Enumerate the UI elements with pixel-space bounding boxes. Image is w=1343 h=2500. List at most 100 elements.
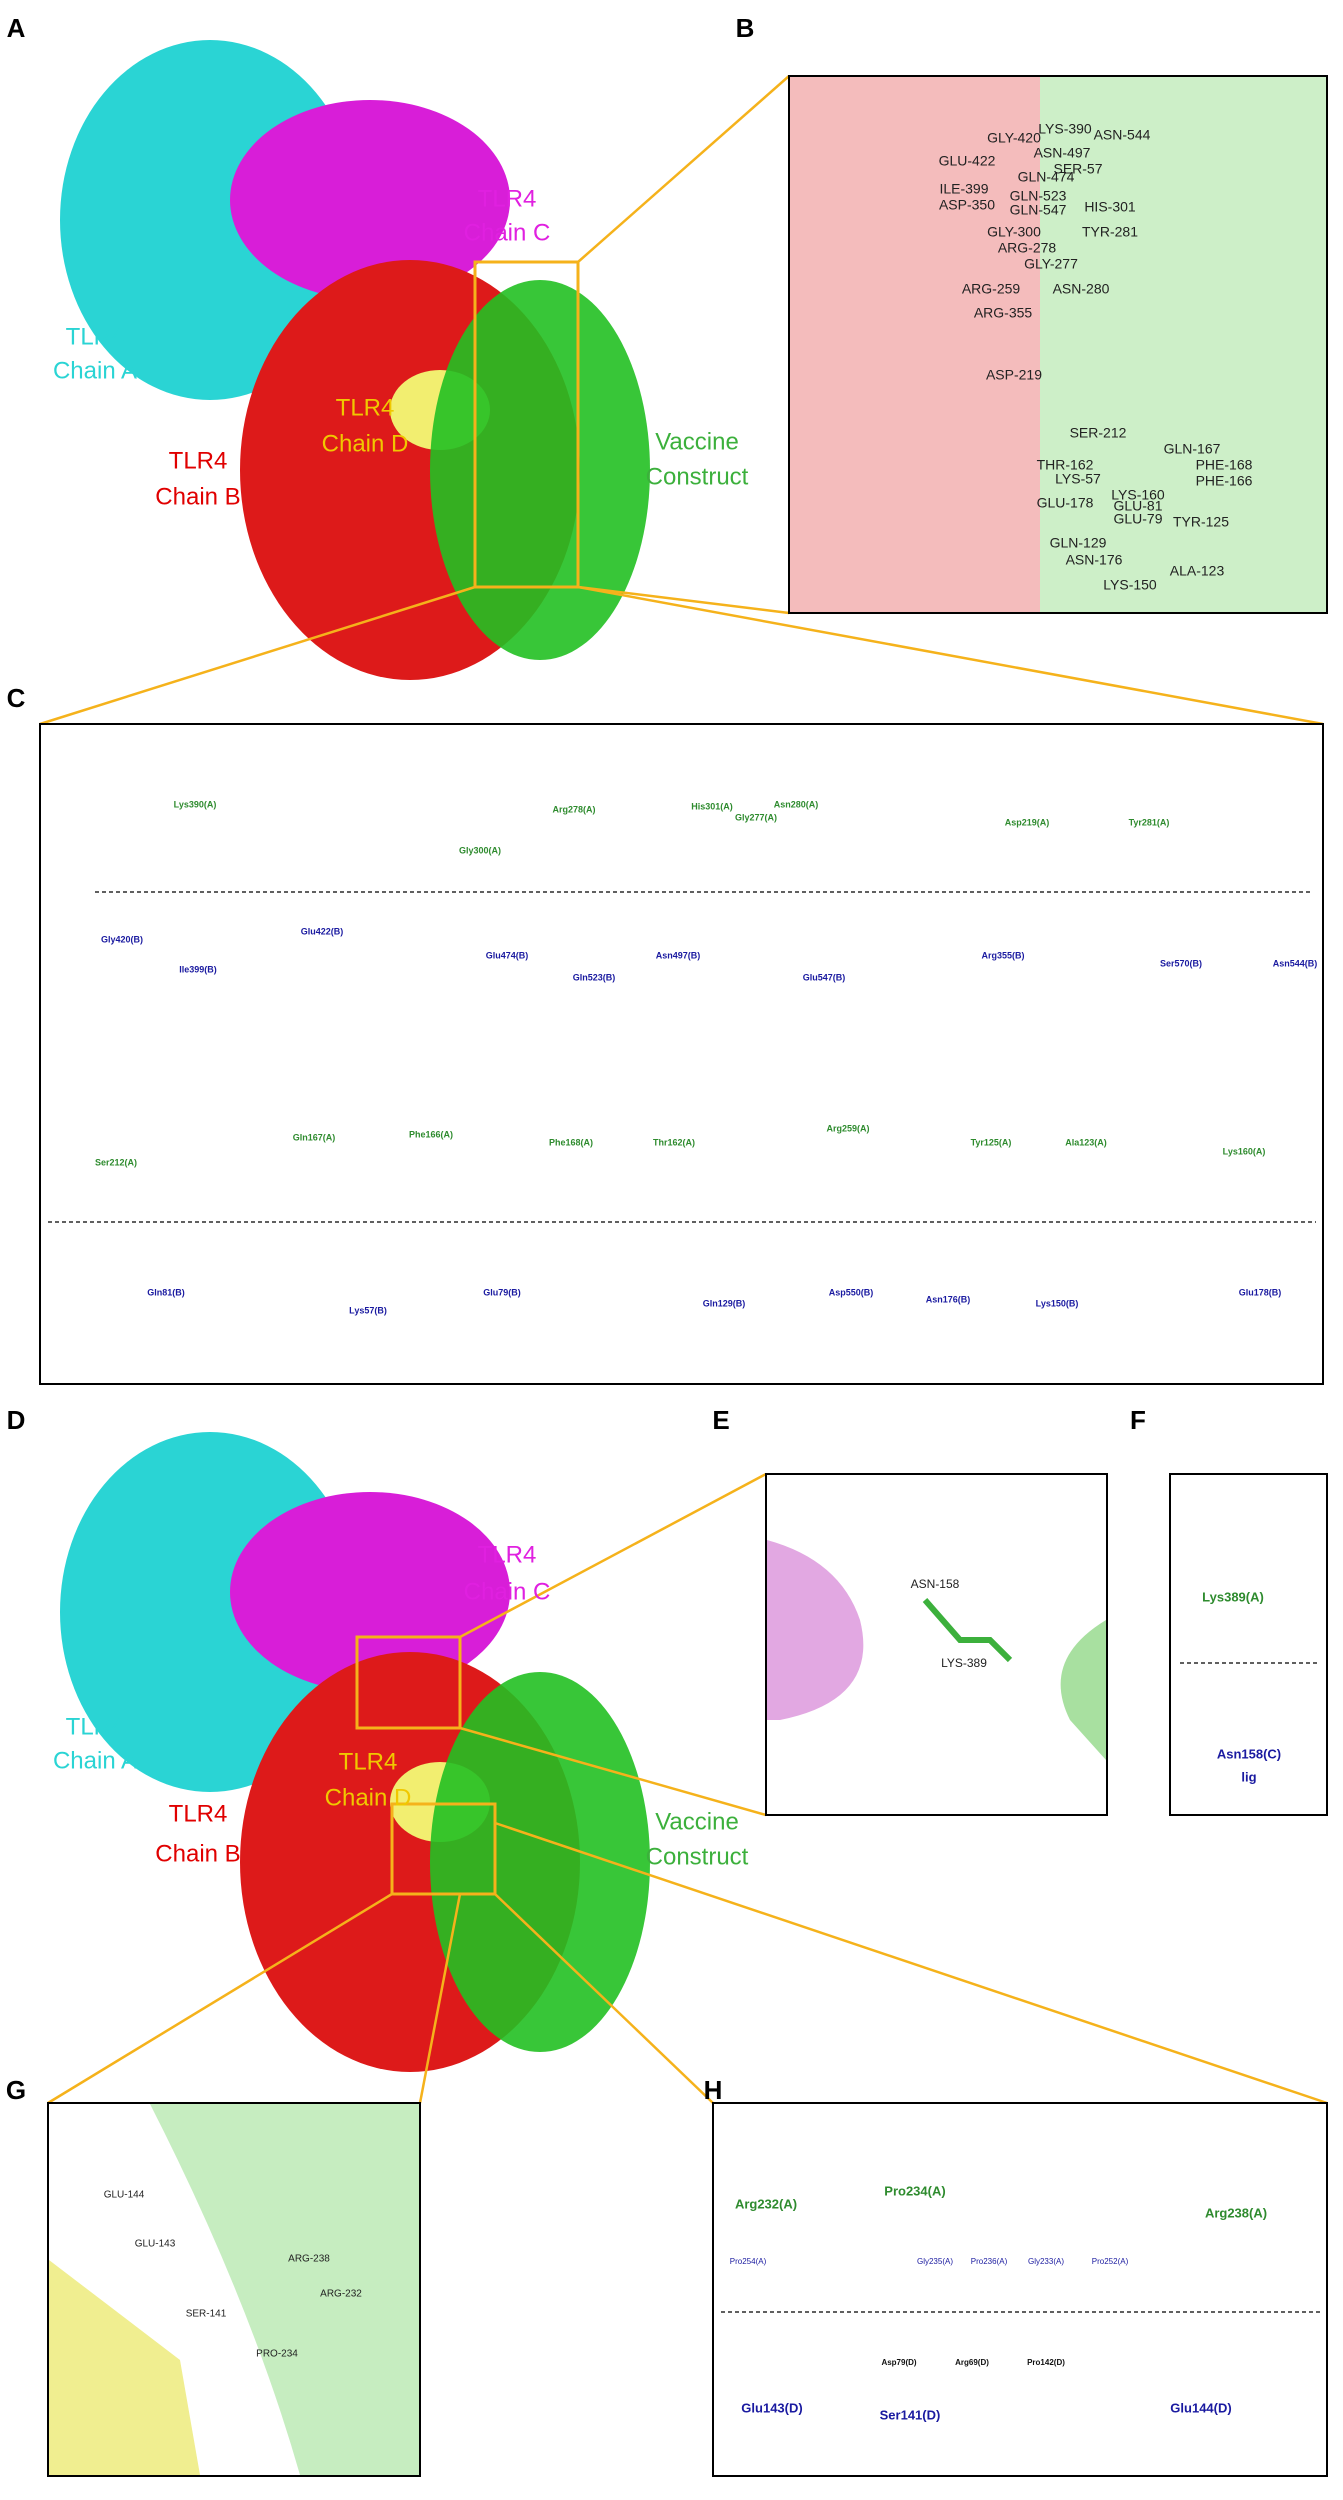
residue-label: Gly233(A) [1028,2257,1064,2266]
panel-letter: C [7,683,26,713]
residue-label: Chain D [322,430,409,457]
residue-label: Gly300(A) [459,845,501,855]
residue-label: GLY-300 [987,224,1041,240]
residue-label: Glu547(B) [803,972,846,982]
panel-letter: E [712,1405,729,1435]
residue-label: Arg278(A) [552,804,595,814]
residue-label: GLY-277 [1024,256,1078,272]
residue-label: HIS-301 [1084,199,1136,215]
residue-label: Asn280(A) [774,799,819,809]
residue-label: Vaccine [655,428,739,455]
panel-letter: H [704,2075,723,2105]
panel-h-frame [712,2102,1328,2477]
residue-label: GLN-523 [1010,188,1067,204]
residue-label: PRO-234 [256,2349,298,2360]
residue-label: GLN-167 [1164,441,1221,457]
structure-a [60,40,650,680]
residue-label: Tyr125(A) [971,1137,1012,1147]
residue-label: ASN-176 [1066,552,1123,568]
residue-label: THR-162 [1037,457,1094,473]
residue-label: LYS-150 [1103,577,1157,593]
residue-label: TLR4 [478,1541,537,1568]
residue-label: Chain A [53,357,137,384]
residue-label: Pro254(A) [730,2257,767,2266]
residue-label: Chain B [155,1840,240,1867]
panel-letter: F [1130,1405,1146,1435]
residue-label: TLR4 [478,185,537,212]
residue-label: ASP-350 [939,197,995,213]
residue-label: Arg355(B) [981,950,1024,960]
residue-label: ASN-544 [1094,127,1151,143]
residue-label: Glu144(D) [1170,2400,1231,2415]
residue-label: Lys390(A) [174,799,217,809]
residue-label: TYR-125 [1173,514,1229,530]
residue-label: LYS-160 [1111,487,1165,503]
residue-label: Ser570(B) [1160,958,1202,968]
residue-label: Asn158(C) [1217,1746,1281,1761]
residue-label: Chain A [53,1747,137,1774]
panel-letter: A [7,13,26,43]
panel-letter: G [6,2075,26,2105]
residue-label: PHE-166 [1196,473,1253,489]
structure-d [60,1432,650,2072]
residue-label: Gln129(B) [703,1298,746,1308]
residue-label: LYS-390 [1038,121,1092,137]
residue-label: GLU-81 [1113,498,1162,514]
panel-f-frame [1169,1473,1328,1816]
residue-label: Gly277(A) [735,812,777,822]
residue-label: SER-57 [1053,161,1102,177]
residue-label: Asp79(D) [881,2358,916,2367]
residue-label: Glu79(B) [483,1287,521,1297]
residue-label: Glu474(B) [486,950,529,960]
residue-label: PHE-168 [1196,457,1253,473]
residue-label: ARG-355 [974,305,1033,321]
residue-label: ASN-158 [911,1577,960,1591]
residue-label: TLR4 [66,1713,125,1740]
residue-label: GLU-422 [939,153,996,169]
residue-label: GLU-144 [104,2190,145,2201]
residue-label: His301(A) [691,801,733,811]
residue-label: ASP-219 [986,367,1042,383]
residue-label: Construct [646,463,749,490]
residue-label: Arg238(A) [1205,2205,1267,2220]
residue-label: Construct [646,1843,749,1870]
residue-label: Asn176(B) [926,1294,971,1304]
residue-label: Lys160(A) [1223,1146,1266,1156]
residue-label: ARG-259 [962,281,1021,297]
residue-label: Ile399(B) [179,964,217,974]
residue-label: ASN-280 [1053,281,1110,297]
residue-label: Lys150(B) [1036,1298,1079,1308]
residue-label: Chain D [325,1784,412,1811]
residue-label: ALA-123 [1170,563,1225,579]
residue-label: LYS-57 [1055,471,1101,487]
residue-label: SER-212 [1070,425,1127,441]
residue-label: ARG-238 [288,2254,330,2265]
residue-label: TLR4 [339,1748,398,1775]
residue-label: Chain C [464,219,551,246]
residue-label: Asp219(A) [1005,817,1050,827]
residue-label: Pro234(A) [884,2183,945,2198]
residue-label: Ala123(A) [1065,1137,1107,1147]
residue-label: GLU-178 [1037,495,1094,511]
residue-label: Lys389(A) [1202,1589,1264,1604]
residue-label: GLN-129 [1050,535,1107,551]
residue-label: Asp550(B) [829,1287,874,1297]
residue-label: Gln81(B) [147,1287,185,1297]
residue-label: Arg69(D) [955,2358,989,2367]
residue-label: ARG-232 [320,2289,362,2300]
residue-label: LYS-389 [941,1656,987,1670]
residue-label: Glu178(B) [1239,1287,1282,1297]
residue-label: ILE-399 [939,181,988,197]
residue-label: TYR-281 [1082,224,1138,240]
residue-label: SER-141 [186,2309,227,2320]
residue-label: TLR4 [169,1800,228,1827]
residue-label: Vaccine [655,1808,739,1835]
residue-label: Chain B [155,483,240,510]
residue-label: Phe166(A) [409,1129,453,1139]
residue-label: Phe168(A) [549,1137,593,1147]
residue-label: Ser212(A) [95,1157,137,1167]
residue-label: lig [1241,1769,1256,1784]
panel-c-frame [39,723,1324,1385]
panel-letter: B [736,13,755,43]
